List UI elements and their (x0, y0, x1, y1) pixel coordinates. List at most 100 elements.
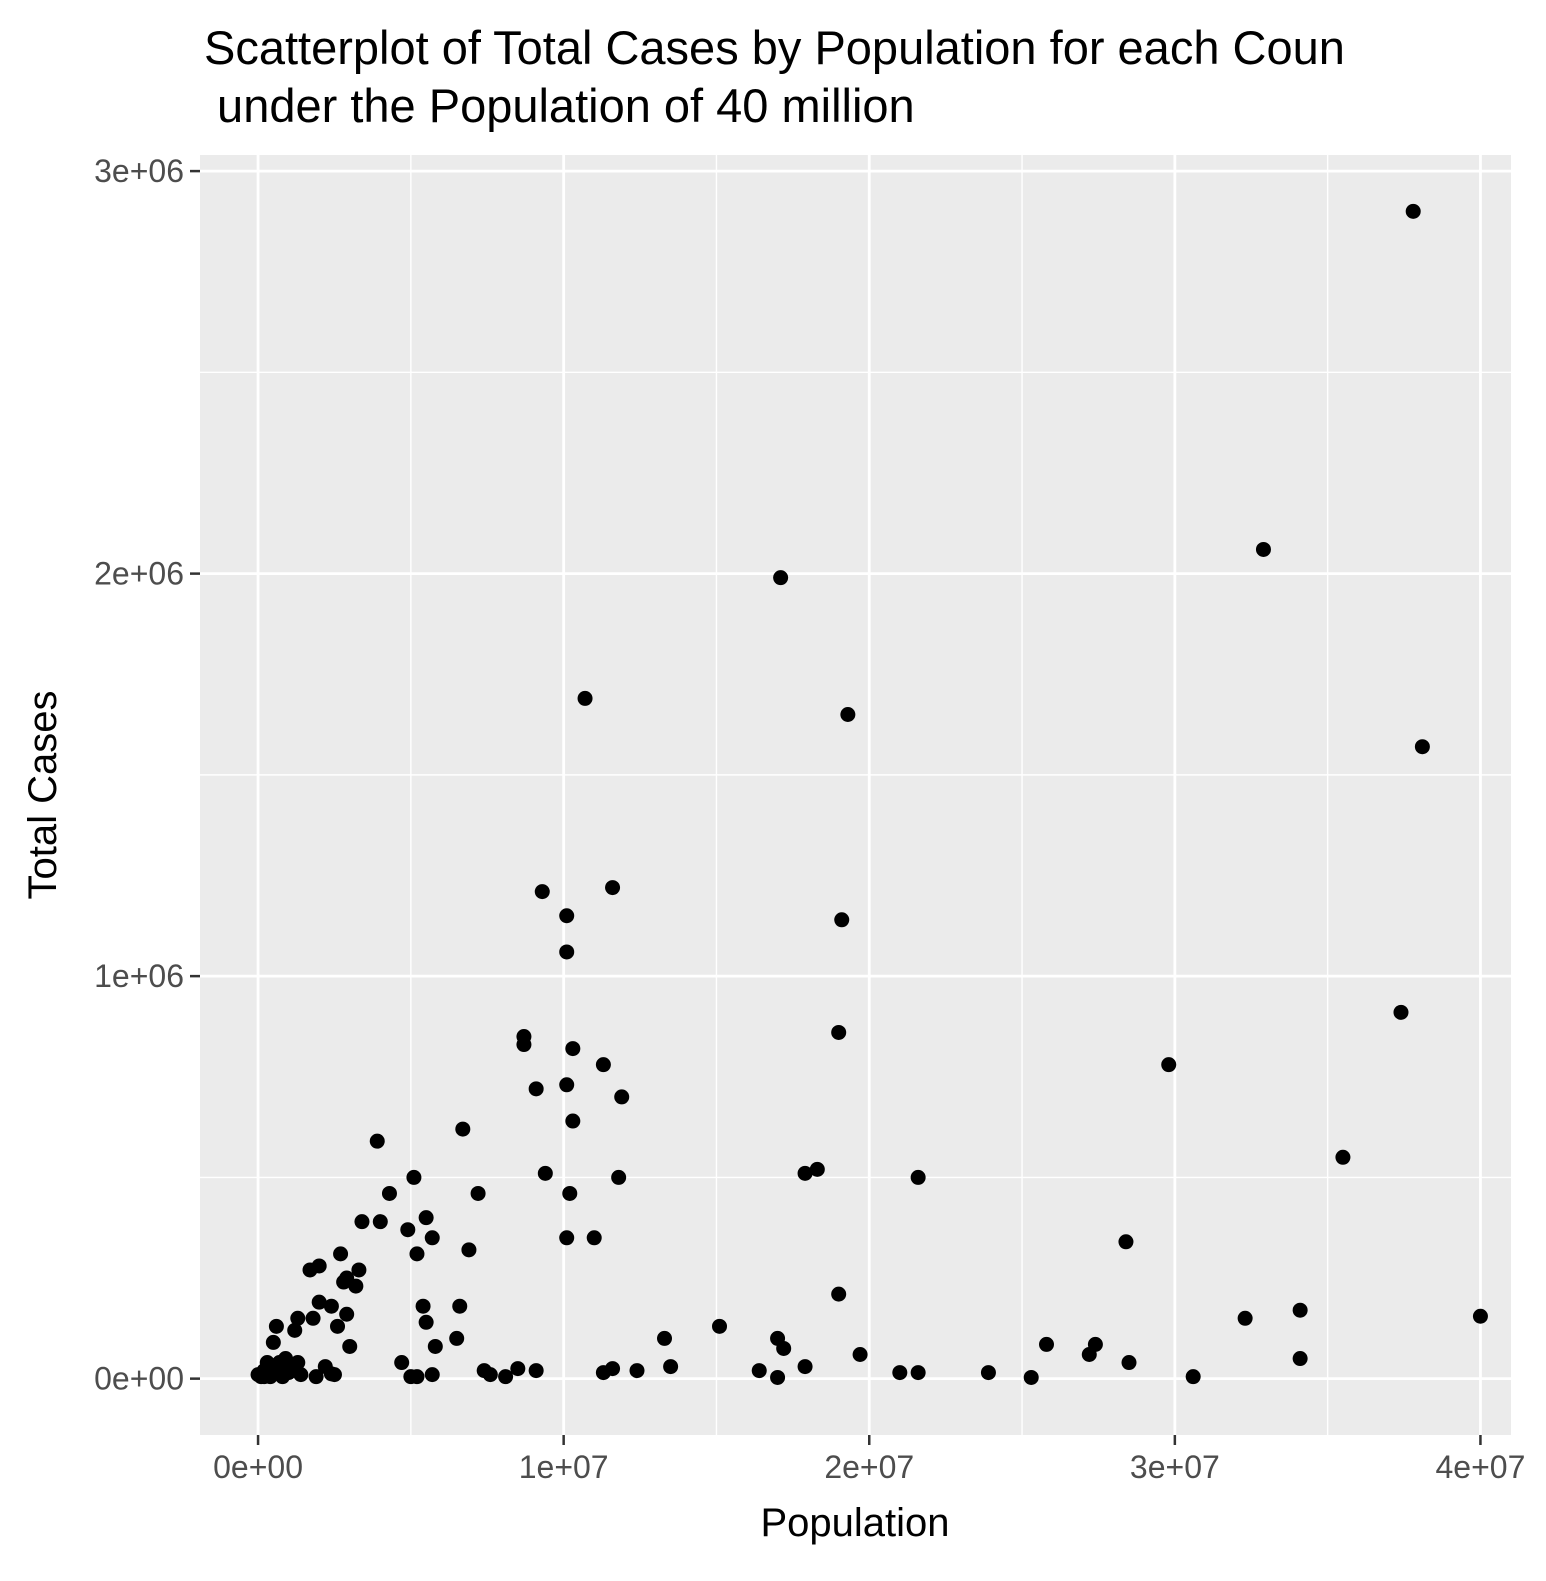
data-point (559, 944, 575, 960)
data-point (910, 1365, 926, 1381)
data-point (565, 1113, 581, 1129)
data-point (840, 706, 856, 722)
data-point (1414, 739, 1430, 755)
data-point (268, 1318, 284, 1334)
data-point (409, 1246, 425, 1262)
data-point (797, 1359, 813, 1375)
data-point (424, 1230, 440, 1246)
x-tick-label: 0e+00 (213, 1449, 303, 1485)
data-point (586, 1230, 602, 1246)
data-point (614, 1089, 630, 1105)
data-point (348, 1278, 364, 1294)
data-point (351, 1262, 367, 1278)
data-point (333, 1246, 349, 1262)
data-point (369, 1133, 385, 1149)
y-axis-title: Total Cases (21, 691, 65, 900)
data-point (611, 1169, 627, 1185)
data-point (663, 1359, 679, 1375)
data-point (534, 884, 550, 900)
data-point (449, 1330, 465, 1346)
data-point (1237, 1310, 1253, 1326)
data-point (498, 1369, 514, 1385)
data-point (629, 1363, 645, 1379)
data-point (305, 1310, 321, 1326)
data-point (452, 1298, 468, 1314)
data-point (559, 1230, 575, 1246)
data-point (409, 1369, 425, 1385)
data-point (537, 1165, 553, 1181)
data-point (559, 1077, 575, 1093)
data-point (394, 1355, 410, 1371)
data-point (418, 1314, 434, 1330)
data-point (773, 570, 789, 586)
data-point (797, 1165, 813, 1181)
data-point (287, 1322, 303, 1338)
data-point (406, 1169, 422, 1185)
data-point (415, 1298, 431, 1314)
data-point (834, 912, 850, 928)
data-point (268, 1365, 284, 1381)
y-tick-label: 1e+06 (94, 958, 184, 994)
data-point (1121, 1355, 1137, 1371)
data-point (1292, 1302, 1308, 1318)
data-point (1472, 1308, 1488, 1324)
data-point (831, 1286, 847, 1302)
data-point (595, 1365, 611, 1381)
data-point (470, 1185, 486, 1201)
data-point (400, 1222, 416, 1238)
data-point (562, 1185, 578, 1201)
y-tick-label: 2e+06 (94, 556, 184, 592)
data-point (372, 1214, 388, 1230)
data-point (528, 1081, 544, 1097)
x-tick-label: 2e+07 (824, 1449, 914, 1485)
data-point (712, 1318, 728, 1334)
data-point (892, 1365, 908, 1381)
y-axis: 0e+00 1e+06 2e+06 3e+06 (94, 153, 200, 1397)
x-axis-title: Population (760, 1501, 949, 1545)
data-point (605, 880, 621, 896)
data-point (1118, 1234, 1134, 1250)
data-point (323, 1366, 339, 1382)
plot-panel (200, 155, 1511, 1435)
data-points (250, 203, 1488, 1385)
data-point (657, 1330, 673, 1346)
data-point (751, 1363, 767, 1379)
data-point (1185, 1369, 1201, 1385)
major-gridlines (200, 155, 1511, 1435)
data-point (559, 908, 575, 924)
data-point (354, 1214, 370, 1230)
x-axis: 0e+00 1e+07 2e+07 3e+07 4e+07 (213, 1435, 1525, 1485)
chart-title-line-2: under the Population of 40 million (204, 79, 915, 132)
data-point (528, 1363, 544, 1379)
data-point (308, 1369, 324, 1385)
data-point (323, 1298, 339, 1314)
data-point (302, 1262, 318, 1278)
data-point (256, 1369, 272, 1385)
data-point (831, 1024, 847, 1040)
data-point (427, 1338, 443, 1354)
data-point (980, 1365, 996, 1381)
x-tick-label: 1e+07 (519, 1449, 609, 1485)
data-point (910, 1169, 926, 1185)
data-point (336, 1274, 352, 1290)
data-point (1081, 1346, 1097, 1362)
data-point (1393, 1004, 1409, 1020)
data-point (424, 1367, 440, 1383)
data-point (381, 1185, 397, 1201)
data-point (770, 1369, 786, 1385)
data-point (293, 1367, 309, 1383)
data-point (1255, 541, 1271, 557)
data-point (565, 1041, 581, 1057)
data-point (342, 1338, 358, 1354)
data-point (418, 1210, 434, 1226)
data-point (461, 1242, 477, 1258)
data-point (339, 1306, 355, 1322)
y-tick-label: 3e+06 (94, 153, 184, 189)
data-point (809, 1161, 825, 1177)
data-point (595, 1057, 611, 1073)
data-point (281, 1365, 297, 1381)
data-point (510, 1361, 526, 1377)
x-tick-label: 3e+07 (1130, 1449, 1220, 1485)
data-point (330, 1318, 346, 1334)
